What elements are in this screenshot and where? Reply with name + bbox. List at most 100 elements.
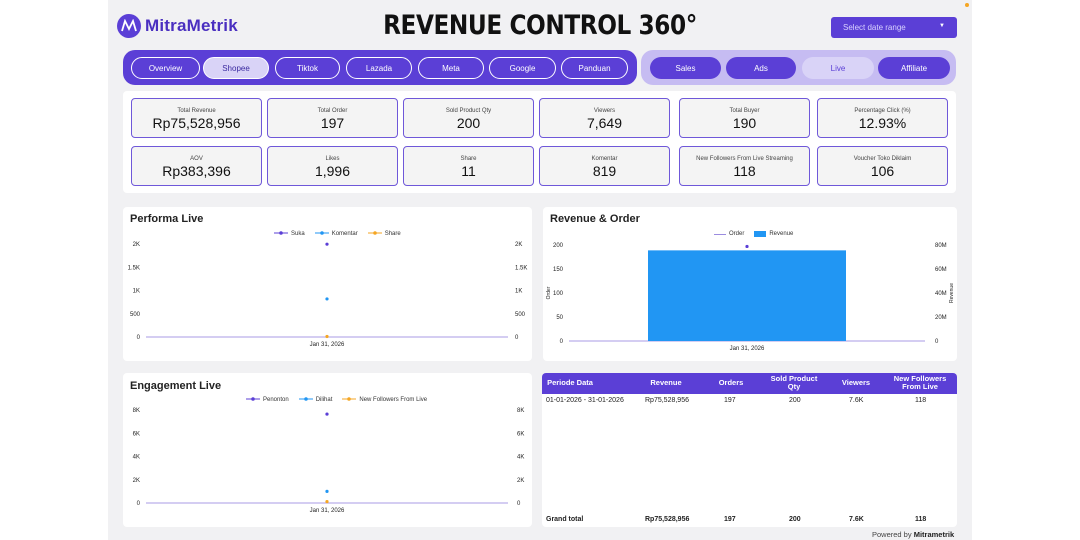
legend-swatch	[314, 230, 329, 238]
column-header-orders: Orders	[718, 378, 744, 387]
kpi-percentage-click: Percentage Click (%) 12.93%	[817, 98, 948, 138]
table-total-cell: Grand total	[546, 516, 584, 523]
y2-tick-label: 0	[517, 501, 521, 507]
performa-live-title: Performa Live	[130, 213, 204, 225]
point-order	[745, 244, 749, 249]
summary-table-card	[542, 373, 957, 527]
date-range-select[interactable]: Select date range ▼	[831, 17, 957, 38]
y-tick-label: 50	[556, 315, 563, 321]
kpi-total-buyer: Total Buyer 190	[679, 98, 810, 138]
table-cell: 118	[915, 397, 927, 404]
y-tick-label: 200	[553, 243, 564, 249]
kpi-value: 1,996	[314, 163, 351, 179]
legend-label: Komentar	[331, 231, 358, 237]
logo-icon	[117, 14, 141, 38]
revenue-order-legend: Order Revenue	[714, 231, 793, 237]
tab-ads[interactable]: Ads	[726, 57, 796, 79]
y-tick-label: 0	[560, 339, 564, 345]
kpi-label: Share	[460, 156, 477, 162]
kpi-label: Total Revenue	[177, 108, 216, 114]
tab-tiktok[interactable]: Tiktok	[275, 57, 340, 79]
engagement-live-chart: 8K 8K 6K 6K 4K 4K 2K 2K 0 0 Jan 31, 2026	[133, 408, 525, 514]
legend-label: Dilihat	[315, 397, 333, 403]
legend-item-new-followers-from-live: New Followers From Live	[342, 396, 427, 404]
y-tick-label: 2K	[133, 242, 140, 248]
tab-live[interactable]: Live	[802, 57, 874, 79]
x-tick-label: Jan 31, 2026	[730, 346, 765, 352]
y-tick-label: 150	[553, 267, 564, 273]
tab-shopee[interactable]: Shopee	[203, 57, 269, 79]
table-cell: 197	[724, 397, 736, 404]
point-dilihat	[325, 489, 329, 493]
legend-label: Penonton	[263, 397, 289, 403]
tab-meta[interactable]: Meta	[418, 57, 484, 79]
y2-tick-label: 0	[515, 335, 519, 341]
caret-down-icon: ▼	[939, 23, 945, 29]
y2-tick-label: 20M	[935, 315, 947, 321]
tab-panduan[interactable]: Panduan	[561, 57, 628, 79]
x-tick-label: Jan 31, 2026	[310, 342, 345, 348]
legend-item-komentar: Komentar	[314, 230, 358, 238]
y2-tick-label: 40M	[935, 291, 947, 297]
powered-prefix: Powered by	[872, 530, 912, 539]
legend-item-penonton: Penonton	[246, 396, 289, 404]
tab-lazada[interactable]: Lazada	[346, 57, 412, 79]
tab-affiliate[interactable]: Affiliate	[878, 57, 950, 79]
legend-item-order: Order	[714, 231, 744, 237]
y-tick-label: 1K	[133, 289, 140, 295]
point-komentar	[325, 297, 329, 301]
kpi-label: Komentar	[591, 156, 618, 162]
table-cell: 7.6K	[849, 397, 864, 404]
engagement-live-title: Engagement Live	[130, 380, 222, 392]
legend-swatch	[367, 230, 382, 238]
bar-revenue	[648, 250, 846, 341]
kpi-new-followers-from-live-streaming: New Followers From Live Streaming 118	[679, 146, 810, 186]
tab-overview[interactable]: Overview	[131, 57, 200, 79]
table-total-cell: Rp75,528,956	[645, 516, 690, 523]
kpi-value: Rp383,396	[162, 163, 231, 179]
revenue-order-chart: 200 150 100 50 0 80M 60M 40M 20M 0 Order Revenue Jan…	[546, 243, 955, 352]
tab-sales[interactable]: Sales	[650, 57, 721, 79]
y2-tick-label: 2K	[515, 242, 522, 248]
legend-item-suka: Suka	[274, 230, 305, 238]
y2-tick-label: 80M	[935, 243, 947, 249]
kpi-label: Likes	[325, 156, 340, 162]
y2-tick-label: 1.5K	[515, 265, 527, 271]
kpi-value: Rp75,528,956	[152, 115, 241, 131]
y-tick-label: 0	[137, 335, 141, 341]
table-cell: 01-01-2026 - 31-01-2026	[546, 397, 624, 404]
kpi-voucher-toko-diklaim: Voucher Toko Diklaim 106	[817, 146, 948, 186]
performa-live-legend: Suka Komentar Share	[274, 230, 401, 238]
column-header-revenue: Revenue	[650, 378, 682, 387]
kpi-label: Total Buyer	[729, 108, 760, 114]
legend-label: Revenue	[769, 231, 794, 237]
kpi-value: 197	[320, 115, 345, 131]
kpi-label: Percentage Click (%)	[854, 108, 911, 114]
powered-by: Powered by Mitrametrik	[872, 530, 954, 539]
y-axis-label: Order	[546, 286, 552, 299]
powered-brand: Mitrametrik	[913, 530, 955, 539]
legend-label: Suka	[291, 231, 305, 237]
legend-item-revenue: Revenue	[754, 231, 793, 237]
legend-label: Order	[729, 231, 745, 237]
kpi-value: 11	[461, 163, 476, 179]
point-new-followers-from-live	[325, 500, 329, 504]
status-dot	[965, 3, 969, 7]
y-tick-label: 1.5K	[128, 265, 140, 271]
tab-google[interactable]: Google	[489, 57, 556, 79]
y-tick-label: 100	[553, 291, 564, 297]
revenue-order-title: Revenue & Order	[550, 213, 640, 225]
kpi-value: 819	[592, 163, 617, 179]
table-total-cell: 7.6K	[849, 516, 864, 523]
logo: MitraMetrik	[117, 14, 238, 38]
page-title: REVENUE CONTROL 360°	[383, 10, 697, 41]
kpi-komentar: Komentar 819	[539, 146, 670, 186]
y-tick-label: 2K	[133, 478, 140, 484]
y2-axis-label: Revenue	[949, 283, 955, 303]
legend-item-share: Share	[367, 230, 401, 238]
legend-swatch	[246, 396, 260, 404]
table-cell: Rp75,528,956	[645, 397, 689, 404]
performa-live-chart: 2K 2K 1.5K 1.5K 1K 1K 500 500 0 0 Jan 31, 2026	[128, 242, 528, 348]
legend-item-dilihat: Dilihat	[298, 396, 333, 404]
x-tick-label: Jan 31, 2026	[310, 508, 345, 514]
